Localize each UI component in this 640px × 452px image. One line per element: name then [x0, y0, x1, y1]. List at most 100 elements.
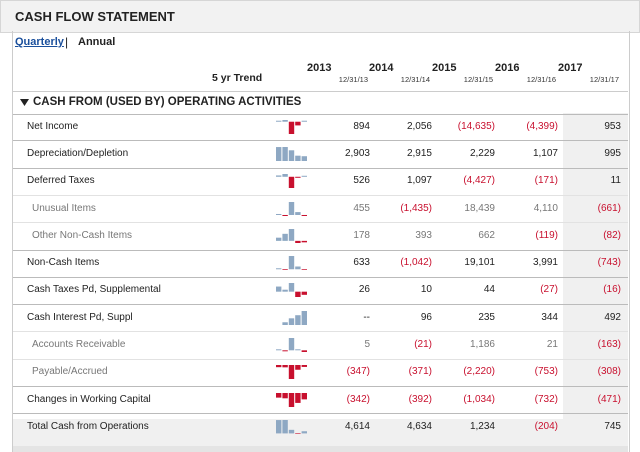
sparkline-bar	[282, 174, 288, 178]
cell: (732)	[534, 393, 558, 405]
year-label: 2017	[558, 62, 583, 74]
total-shade	[13, 419, 628, 447]
row-label: Deferred Taxes	[27, 175, 95, 187]
row-divider	[13, 222, 628, 224]
cell: 10	[420, 284, 432, 296]
cell: (342)	[346, 393, 370, 405]
sparkline	[282, 310, 307, 325]
cell: (1,042)	[400, 257, 432, 269]
sparkline-bar	[295, 365, 301, 371]
cell: (753)	[534, 366, 558, 378]
cell: 1,186	[469, 339, 495, 351]
row-divider	[13, 194, 628, 196]
row-label: Unusual Items	[32, 202, 96, 214]
sparkline	[276, 201, 307, 216]
date-label: 12/31/13	[338, 75, 368, 84]
row-divider	[13, 386, 628, 387]
sparkline-bar	[288, 228, 295, 241]
cell: (4,427)	[463, 175, 495, 187]
cell: 44	[483, 284, 495, 296]
cell: 4,634	[406, 420, 432, 432]
row-label: Accounts Receivable	[32, 339, 126, 351]
section-title: CASH FROM (USED BY) OPERATING ACTIVITIES	[33, 96, 302, 108]
sparkline-bar	[295, 314, 301, 325]
sparkline-bar	[282, 392, 288, 398]
cell: 178	[353, 229, 370, 241]
sparkline-bar	[295, 177, 301, 179]
sparkline-bar	[276, 286, 282, 293]
cell: (171)	[534, 175, 558, 187]
cell: 393	[415, 229, 432, 241]
date-label: 12/31/16	[526, 75, 556, 84]
sparkline	[276, 419, 307, 434]
sparkline-bar	[295, 240, 301, 243]
sparkline-bar	[288, 392, 295, 407]
cell: 1,107	[532, 147, 558, 159]
cell: 344	[541, 311, 558, 323]
row-divider	[13, 140, 628, 142]
collapse-icon[interactable]	[20, 99, 29, 106]
cell: 2,229	[469, 147, 495, 159]
year-label: 2016	[495, 62, 520, 74]
cell: 4,110	[533, 202, 558, 214]
sparkline-bar	[288, 150, 295, 161]
cell: (204)	[534, 420, 558, 432]
sparkline-bar	[276, 213, 282, 215]
sparkline-bar	[276, 175, 282, 178]
sparkline-bar	[288, 318, 295, 325]
sparkline-bar	[295, 292, 301, 298]
cell: (14,635)	[457, 120, 495, 132]
cell: 894	[353, 120, 370, 132]
sparkline-bar	[282, 322, 288, 325]
cell: 5	[364, 339, 370, 351]
cell: 1,097	[406, 175, 432, 187]
sparkline	[276, 228, 307, 243]
sparkline	[276, 174, 307, 189]
sparkline	[276, 146, 307, 161]
row-label: Other Non-Cash Items	[32, 229, 133, 241]
sparkline-bar	[295, 155, 301, 161]
sparkline	[276, 338, 307, 353]
cell: 2,056	[406, 120, 432, 132]
sparkline-bar	[282, 119, 288, 122]
row-divider	[13, 167, 628, 169]
sparkline-bar	[276, 419, 282, 434]
row-label: Cash Interest Pd, Suppl	[27, 311, 133, 323]
cell: (2,220)	[463, 366, 495, 378]
cell: 235	[478, 311, 495, 323]
sparkline-bar	[295, 266, 301, 270]
cell: 3,991	[532, 257, 558, 269]
date-label: 12/31/14	[400, 75, 430, 84]
cell: 21	[546, 339, 558, 351]
sparkline-bar	[301, 176, 307, 178]
tab[interactable]: Quarterly	[15, 36, 64, 48]
sparkline	[276, 392, 307, 407]
section-bar	[13, 91, 628, 115]
cell: 2,915	[406, 147, 432, 159]
cell: 455	[353, 202, 370, 214]
column-shade	[563, 113, 628, 433]
cell: 4,614	[344, 420, 370, 432]
cell: (471)	[597, 393, 621, 405]
sparkline-bar	[301, 350, 307, 353]
cell: (163)	[597, 339, 621, 351]
sparkline-bar	[301, 120, 307, 122]
sparkline-bar	[295, 392, 301, 403]
sparkline-bar	[282, 350, 288, 352]
sparkline-bar	[288, 121, 295, 134]
cell: (1,435)	[400, 202, 432, 214]
title: CASH FLOW STATEMENT	[15, 9, 175, 24]
cell: 995	[604, 147, 621, 159]
cell: (743)	[597, 257, 621, 269]
cell: (1,034)	[463, 393, 495, 405]
date-label: 12/31/15	[463, 75, 493, 84]
tab[interactable]: Annual	[78, 36, 116, 48]
sparkline-bar	[276, 146, 282, 161]
cell: 633	[353, 257, 370, 269]
sparkline-bar	[288, 201, 295, 215]
sparkline-bar	[301, 214, 307, 216]
row-label: Net Income	[27, 120, 79, 132]
sparkline-bar	[301, 269, 307, 271]
sparkline-bar	[276, 392, 282, 398]
sparkline-bar	[276, 365, 282, 368]
